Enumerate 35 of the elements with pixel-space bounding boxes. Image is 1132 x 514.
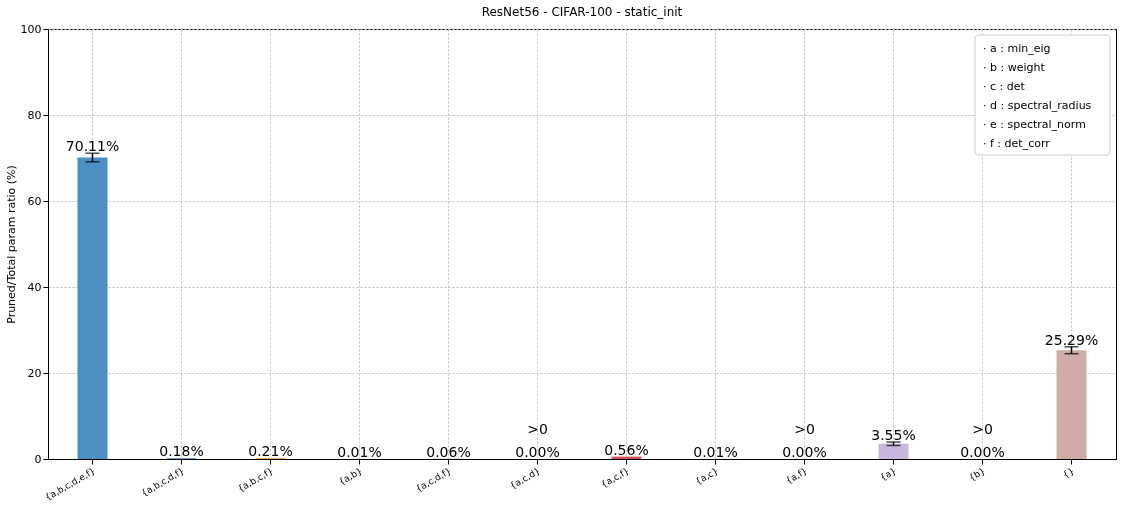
data-label: 0.01%	[337, 443, 382, 460]
x-tick-label: {a}	[878, 465, 898, 483]
annotation: · b : weight	[983, 60, 1046, 74]
y-tick-label: 60	[27, 194, 42, 208]
data-label: 25.29%	[1044, 331, 1099, 348]
data-label: 0.00%	[515, 444, 560, 460]
chart-title: ResNet56 - CIFAR-100 - static_init	[481, 5, 683, 19]
annotation: >0	[972, 421, 993, 437]
data-label: 0.06%	[426, 443, 471, 460]
bar	[878, 443, 909, 459]
data-label: 0.00%	[960, 444, 1005, 460]
data-label: 0.18%	[159, 443, 204, 460]
annotation: · e : spectral_norm	[983, 117, 1086, 131]
y-tick-label: 0	[34, 452, 42, 466]
x-tick-label: {b}	[967, 465, 987, 483]
bar	[77, 157, 108, 459]
x-tick-label: {}	[1061, 465, 1076, 481]
data-label: 0.56%	[604, 441, 649, 458]
data-label: 0.21%	[248, 443, 293, 460]
annotation: >0	[527, 421, 548, 437]
annotation: · a : min_eig	[983, 41, 1051, 55]
data-label: 3.55%	[871, 427, 916, 444]
y-axis-title: Pruned/Total param ratio (%)	[4, 165, 18, 324]
annotation: >0	[794, 421, 815, 437]
bar	[1056, 350, 1087, 459]
annotation: · f : det_corr	[983, 136, 1051, 150]
data-label: 70.11%	[65, 138, 120, 155]
data-label: 0.00%	[782, 444, 827, 460]
annotation: · d : spectral_radius	[983, 98, 1092, 112]
y-tick-label: 20	[27, 366, 42, 380]
annotation: · c : det	[983, 79, 1026, 93]
data-label: 0.01%	[693, 443, 738, 460]
y-tick-label: 100	[20, 22, 42, 36]
y-tick-label: 40	[27, 280, 42, 294]
y-tick-label: 80	[27, 108, 42, 122]
